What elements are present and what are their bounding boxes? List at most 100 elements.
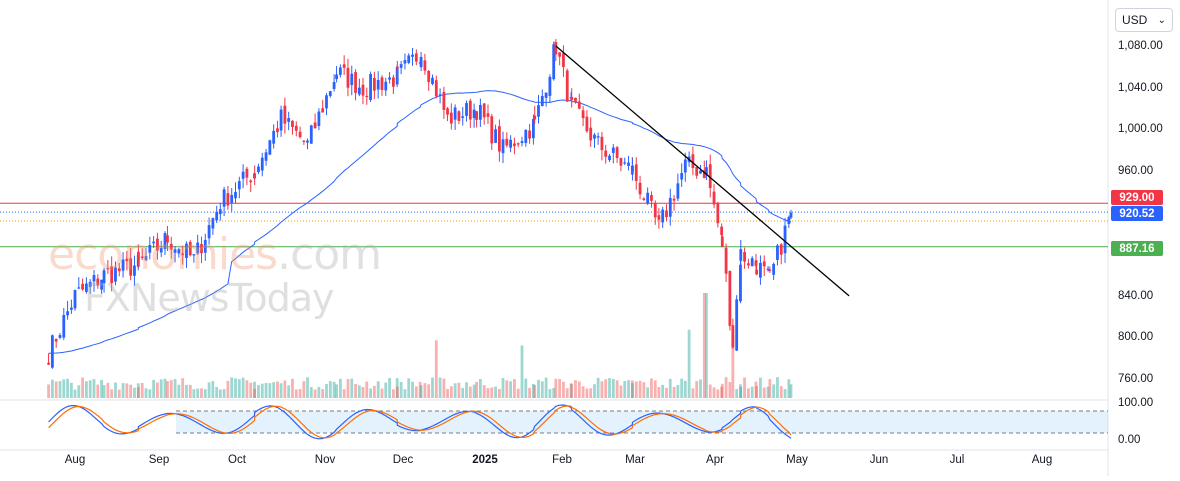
candle-body <box>181 253 185 256</box>
volume-bar <box>457 382 461 398</box>
candle-body <box>574 97 577 103</box>
volume-bar <box>159 379 163 398</box>
candle-body <box>169 243 173 250</box>
volume-bar <box>548 389 552 398</box>
volume-bar <box>309 387 313 398</box>
volume-bar <box>468 386 472 398</box>
volume-bar <box>766 386 770 398</box>
volume-bar <box>54 381 58 398</box>
candle-body <box>544 92 548 98</box>
volume-bar <box>369 388 372 398</box>
candle-body <box>81 283 84 290</box>
candle-body <box>144 256 148 261</box>
chevron-down-icon: ⌄ <box>1157 14 1166 26</box>
volume-bar <box>58 381 62 398</box>
volume-bar <box>739 384 742 398</box>
volume-bar <box>50 379 54 398</box>
candle-body <box>117 268 121 272</box>
volume-bar <box>399 382 403 398</box>
volume-bar <box>237 379 241 398</box>
volume-bar <box>137 387 140 398</box>
volume-bar <box>133 387 136 398</box>
volume-bar <box>192 389 196 398</box>
candle-body <box>755 269 759 275</box>
candle-body <box>739 249 743 261</box>
candle-body <box>776 245 779 261</box>
trendline[interactable] <box>555 45 850 297</box>
osc-band <box>176 411 1108 433</box>
volume-bar <box>434 340 438 398</box>
candle-body <box>596 136 600 138</box>
volume-bar <box>350 378 354 398</box>
volume-bar <box>163 378 167 398</box>
volume-bar <box>653 380 657 398</box>
candle-body <box>695 167 699 176</box>
volume-bar <box>203 389 207 398</box>
candle-body <box>309 125 313 144</box>
candle-body <box>403 60 407 64</box>
volume-bar <box>196 388 200 398</box>
candle-body <box>728 271 732 326</box>
candle-body <box>419 56 423 68</box>
x-tick: Mar <box>625 454 645 466</box>
candle-body <box>369 73 372 100</box>
candle-body <box>789 212 793 218</box>
candle-body <box>716 202 720 224</box>
candle-body <box>565 70 569 102</box>
candle-body <box>431 77 434 84</box>
volume-bar <box>148 389 152 398</box>
volume-bar <box>528 387 532 398</box>
volume-bar <box>88 380 92 398</box>
y-tick: 960.00 <box>1118 165 1154 177</box>
candle-body <box>683 159 687 173</box>
volume-bar <box>403 389 407 398</box>
candle-body <box>427 71 431 83</box>
volume-bar <box>283 380 287 398</box>
candle-body <box>446 108 449 115</box>
volume-bar <box>524 378 528 398</box>
candle-body <box>552 44 556 80</box>
candle-body <box>156 238 159 251</box>
candle-body <box>291 120 294 128</box>
volume-bar <box>482 385 486 398</box>
candle-body <box>699 170 702 174</box>
candle-body <box>58 335 62 338</box>
volume-bar <box>540 381 544 398</box>
currency-selector[interactable]: USD ⌄ <box>1115 8 1173 32</box>
candle-body <box>218 209 222 215</box>
candle-body <box>631 165 634 172</box>
candle-body <box>434 80 438 97</box>
x-tick: Sep <box>148 454 170 466</box>
y-tick: 840.00 <box>1118 290 1154 302</box>
volume-bar <box>520 345 524 398</box>
candle-body <box>638 182 642 195</box>
candle-body <box>540 96 544 106</box>
candle-body <box>200 243 203 254</box>
grid <box>0 0 1109 476</box>
volume-bar <box>554 378 558 398</box>
y-tick: 1,000.00 <box>1118 123 1163 135</box>
volume-bar <box>762 387 766 398</box>
currency-label: USD <box>1122 13 1148 27</box>
candle-body <box>497 126 501 152</box>
candle-body <box>449 112 453 124</box>
volume-bar <box>407 378 411 398</box>
volume-bar <box>129 384 133 398</box>
volume-bar <box>106 382 110 398</box>
volume-bar <box>676 385 680 398</box>
volume-bar <box>509 381 513 398</box>
candle-body <box>461 116 465 118</box>
volume-bar <box>787 379 791 398</box>
volume-bar <box>724 377 728 398</box>
volume-bar <box>505 380 509 398</box>
volume-bar <box>486 388 490 398</box>
volume-bar <box>260 383 264 398</box>
volume-bar <box>47 384 50 398</box>
candle-body <box>100 279 103 290</box>
volume-bar <box>372 385 376 398</box>
volume-bar <box>585 388 589 398</box>
volume-bar <box>234 378 237 398</box>
candle-body <box>705 167 708 175</box>
